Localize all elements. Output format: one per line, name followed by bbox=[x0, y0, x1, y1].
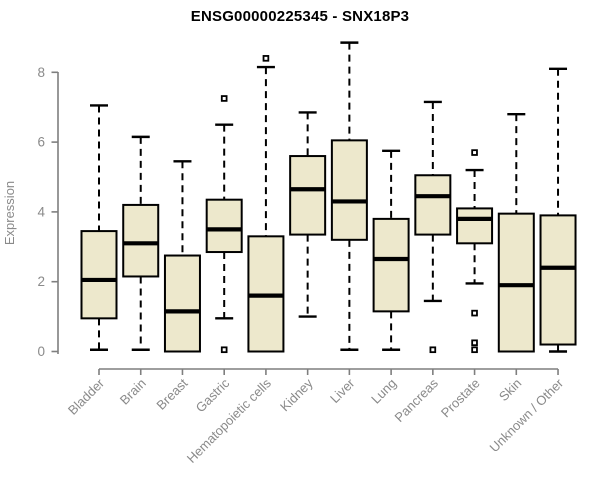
x-tick-label: Kidney bbox=[277, 375, 316, 414]
x-tick-label: Skin bbox=[496, 376, 524, 404]
x-tick-label: Bladder bbox=[65, 375, 108, 418]
outlier-point bbox=[471, 149, 478, 156]
iqr-box bbox=[497, 212, 535, 353]
outlier-point bbox=[471, 346, 478, 354]
x-tick-label: Prostate bbox=[438, 376, 483, 421]
box-pancreas bbox=[414, 100, 452, 354]
box-gastric bbox=[205, 95, 243, 354]
outlier-point bbox=[429, 346, 437, 354]
y-tick-label: 4 bbox=[37, 204, 45, 219]
iqr-box bbox=[163, 254, 201, 353]
box-breast bbox=[163, 160, 201, 353]
box-hematopoietic-cells bbox=[247, 55, 285, 353]
iqr-box bbox=[289, 155, 327, 236]
x-tick-label: Brain bbox=[117, 376, 149, 408]
iqr-box bbox=[372, 217, 410, 313]
outlier-point bbox=[471, 309, 478, 317]
box-kidney bbox=[289, 111, 327, 318]
chart-title: ENSG00000225345 - SNX18P3 bbox=[190, 8, 410, 25]
y-tick-label: 0 bbox=[37, 344, 45, 359]
x-tick-label: Gastric bbox=[193, 375, 233, 415]
x-tick-label: Breast bbox=[153, 375, 190, 412]
iqr-box bbox=[456, 207, 494, 245]
box-unknown-other bbox=[539, 67, 577, 353]
iqr-box bbox=[205, 198, 243, 254]
x-tick-label: Liver bbox=[327, 375, 358, 406]
iqr-box bbox=[414, 174, 452, 236]
box-bladder bbox=[80, 104, 118, 351]
iqr-box bbox=[539, 214, 577, 346]
x-tick-label: Unknown / Other bbox=[487, 375, 567, 455]
iqr-box bbox=[80, 230, 118, 320]
outlier-point bbox=[220, 95, 228, 102]
outlier-point bbox=[262, 55, 270, 62]
box-lung bbox=[372, 149, 410, 351]
x-tick-label: Lung bbox=[368, 376, 399, 407]
outlier-point bbox=[471, 339, 478, 347]
box-liver bbox=[330, 41, 368, 351]
iqr-box bbox=[330, 139, 368, 241]
y-axis-title: Expression bbox=[2, 181, 17, 245]
box-prostate bbox=[456, 149, 494, 354]
y-tick-label: 8 bbox=[37, 65, 45, 80]
x-tick-label: Pancreas bbox=[392, 375, 442, 425]
box-skin bbox=[497, 112, 535, 353]
y-tick-label: 2 bbox=[37, 274, 45, 289]
outlier-point bbox=[220, 346, 228, 354]
y-tick-label: 6 bbox=[37, 135, 45, 150]
box-brain bbox=[122, 135, 160, 351]
iqr-box bbox=[122, 203, 160, 278]
